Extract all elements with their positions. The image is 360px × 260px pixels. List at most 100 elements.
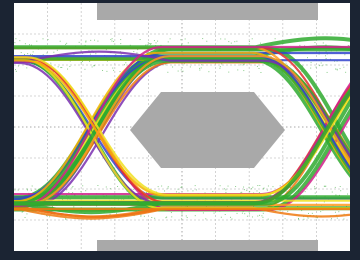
noise-dot	[206, 41, 207, 42]
noise-dot	[124, 64, 125, 65]
noise-dot	[19, 40, 20, 41]
noise-dot	[325, 55, 326, 56]
noise-dot	[15, 69, 16, 70]
noise-dot	[125, 62, 126, 63]
noise-dot	[50, 63, 51, 64]
noise-dot	[16, 71, 17, 72]
noise-dot	[110, 188, 111, 189]
noise-dot	[66, 189, 67, 190]
noise-dot	[195, 185, 196, 186]
noise-dot	[32, 186, 33, 187]
noise-dot	[81, 50, 82, 51]
noise-dot	[335, 187, 336, 188]
noise-dot	[231, 219, 232, 220]
noise-dot	[225, 39, 226, 40]
noise-dot	[321, 62, 322, 63]
noise-dot	[92, 66, 93, 67]
noise-dot	[249, 187, 250, 188]
noise-dot	[133, 189, 134, 190]
noise-dot	[68, 192, 69, 193]
noise-dot	[49, 216, 50, 217]
noise-dot	[21, 52, 22, 53]
noise-dot	[167, 188, 168, 189]
noise-dot	[178, 71, 179, 72]
noise-dot	[202, 38, 203, 39]
noise-dot	[65, 219, 66, 220]
noise-dot	[26, 67, 27, 68]
noise-dot	[320, 211, 321, 212]
noise-dot	[85, 41, 86, 42]
noise-dot	[53, 52, 54, 53]
noise-dot	[69, 66, 70, 67]
noise-dot	[14, 189, 15, 190]
noise-dot	[18, 190, 19, 191]
noise-dot	[176, 191, 177, 192]
noise-dot	[14, 42, 15, 43]
noise-dot	[25, 217, 26, 218]
noise-dot	[201, 64, 202, 65]
noise-dot	[120, 43, 121, 44]
noise-dot	[220, 38, 221, 39]
noise-dot	[260, 43, 261, 44]
noise-dot	[180, 187, 181, 188]
noise-dot	[259, 192, 260, 193]
noise-dot	[343, 218, 344, 219]
noise-dot	[305, 191, 306, 192]
noise-dot	[18, 66, 19, 67]
noise-dot	[263, 188, 264, 189]
noise-dot	[340, 68, 341, 69]
noise-dot	[43, 38, 44, 39]
noise-dot	[338, 211, 339, 212]
noise-dot	[314, 42, 315, 43]
noise-dot	[27, 53, 28, 54]
noise-dot	[212, 191, 213, 192]
noise-dot	[237, 213, 238, 214]
noise-dot	[344, 54, 345, 55]
noise-dot	[72, 186, 73, 187]
mask-top	[97, 3, 318, 20]
noise-dot	[26, 213, 27, 214]
noise-dot	[220, 66, 221, 67]
noise-dot	[168, 186, 169, 187]
noise-dot	[165, 64, 166, 65]
noise-dot	[85, 41, 86, 42]
noise-dot	[263, 213, 264, 214]
noise-dot	[199, 70, 200, 71]
noise-dot	[311, 62, 312, 63]
noise-dot	[46, 52, 47, 53]
noise-dot	[251, 188, 252, 189]
noise-dot	[161, 186, 162, 187]
noise-dot	[335, 69, 336, 70]
noise-dot	[228, 72, 229, 73]
noise-dot	[315, 188, 316, 189]
noise-dot	[262, 217, 263, 218]
noise-dot	[268, 219, 269, 220]
noise-dot	[326, 58, 327, 59]
noise-dot	[65, 44, 66, 45]
noise-dot	[57, 50, 58, 51]
noise-dot	[167, 72, 168, 73]
noise-dot	[117, 186, 118, 187]
noise-dot	[205, 218, 206, 219]
noise-dot	[147, 44, 148, 45]
noise-dot	[336, 69, 337, 70]
noise-dot	[149, 43, 150, 44]
noise-dot	[221, 217, 222, 218]
noise-dot	[93, 65, 94, 66]
noise-dot	[312, 213, 313, 214]
noise-dot	[144, 216, 145, 217]
noise-dot	[67, 69, 68, 70]
noise-dot	[115, 54, 116, 55]
noise-dot	[15, 38, 16, 39]
mask-center	[130, 92, 285, 168]
noise-dot	[249, 41, 250, 42]
noise-dot	[106, 71, 107, 72]
noise-dot	[340, 186, 341, 187]
noise-dot	[36, 41, 37, 42]
noise-dot	[186, 215, 187, 216]
noise-dot	[181, 44, 182, 45]
noise-dot	[181, 213, 182, 214]
noise-dot	[85, 190, 86, 191]
noise-dot	[196, 189, 197, 190]
noise-dot	[185, 38, 186, 39]
